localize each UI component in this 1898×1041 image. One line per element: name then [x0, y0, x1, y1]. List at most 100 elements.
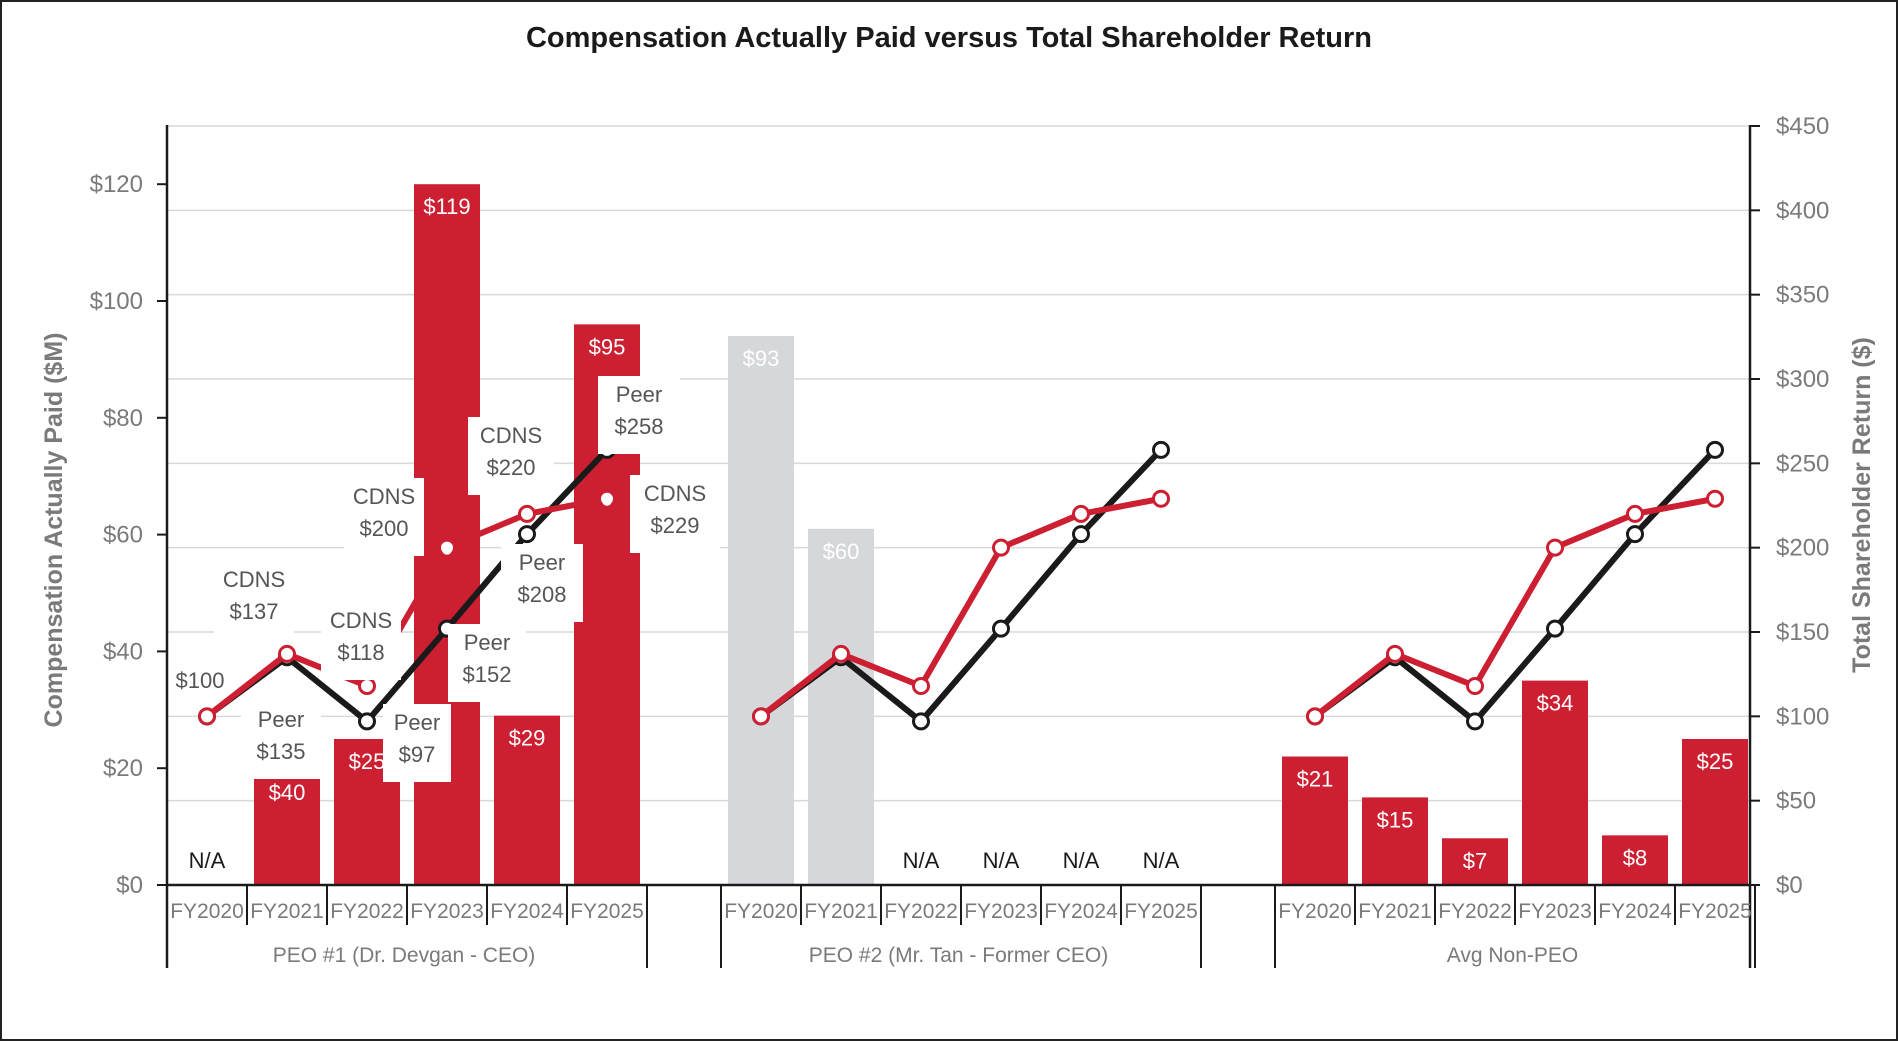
- tsr-line-cdns: [759, 495, 1162, 719]
- annotation-box: [241, 701, 321, 779]
- tsr-point: [1466, 712, 1484, 731]
- tsr-point: [832, 644, 850, 663]
- tsr-point: [358, 676, 376, 695]
- tsr-point: [1546, 538, 1564, 557]
- axes: $0$20$40$60$80$100$120$0$50$100$150$200$…: [90, 113, 1829, 968]
- bar-value-label: $40: [269, 780, 306, 805]
- annotation-box: [630, 475, 720, 553]
- bar: [808, 528, 874, 885]
- tsr-point: [1072, 504, 1090, 523]
- tsr-point: [1152, 440, 1170, 459]
- tsr-point: [1072, 525, 1090, 544]
- annotation-label: $118: [337, 640, 384, 665]
- tsr-point: [1626, 504, 1644, 523]
- tsr-line-cdns: [205, 495, 608, 719]
- tsr-point: [198, 707, 216, 726]
- annotation-label: Peer: [616, 382, 662, 407]
- category-label: FY2025: [1124, 900, 1198, 923]
- annotation-box: [598, 376, 680, 454]
- tsr-line-cdns: [1313, 495, 1716, 719]
- annotation-label: Peer: [464, 630, 510, 655]
- category-label: FY2021: [250, 900, 324, 923]
- category-label: FY2020: [724, 900, 798, 923]
- annotation-box: [321, 602, 401, 680]
- annotation-label: CDNS: [644, 481, 706, 506]
- left-tick-label: $60: [103, 522, 143, 549]
- annotation-label: CDNS: [330, 608, 392, 633]
- left-tick-label: $80: [103, 405, 143, 432]
- tsr-point: [992, 619, 1010, 638]
- bar: [1282, 756, 1348, 885]
- chart-title: Compensation Actually Paid versus Total …: [525, 22, 1372, 54]
- bar-value-label: $60: [823, 539, 860, 564]
- annotation-label: Peer: [394, 710, 440, 735]
- bar-value-label: $15: [1377, 807, 1414, 832]
- category-label: FY2023: [964, 900, 1038, 923]
- tsr-point: [912, 676, 930, 695]
- group-label: Avg Non-PEO: [1447, 944, 1579, 967]
- data-labels: N/A $40 $25 $119 $29 $95 $93 $60 N/A N/A N/A N/A $21…: [189, 194, 1734, 873]
- bar: [1522, 680, 1588, 885]
- annotation-label: $97: [399, 742, 436, 767]
- category-label: FY2025: [570, 900, 644, 923]
- bar-value-label: $119: [423, 194, 470, 219]
- tsr-point: [1626, 525, 1644, 544]
- tsr-point: [992, 538, 1010, 557]
- tsr-point: [518, 525, 536, 544]
- category-label: FY2023: [410, 900, 484, 923]
- na-label: N/A: [983, 848, 1020, 873]
- annotation-box: [214, 561, 294, 639]
- annotation-label: $220: [487, 455, 536, 480]
- annotation-dot: [442, 544, 452, 555]
- bar: [728, 336, 794, 885]
- tsr-lines: [198, 440, 1724, 731]
- right-tick-label: $150: [1776, 619, 1829, 646]
- tsr-point: [1546, 619, 1564, 638]
- annotation-label: $200: [360, 516, 409, 541]
- annotation-label: $208: [518, 582, 567, 607]
- tsr-point: [1386, 644, 1404, 663]
- bar-value-label: $93: [743, 346, 780, 371]
- right-tick-label: $300: [1776, 366, 1829, 393]
- tsr-point: [358, 712, 376, 731]
- annotation-box: [501, 544, 583, 622]
- right-tick-label: $350: [1776, 282, 1829, 309]
- na-label: N/A: [189, 848, 226, 873]
- right-tick-label: $400: [1776, 197, 1829, 224]
- bar: [1362, 797, 1428, 885]
- left-tick-label: $100: [90, 288, 143, 315]
- group-label: PEO #1 (Dr. Devgan - CEO): [273, 944, 536, 967]
- tsr-point: [1706, 440, 1724, 459]
- tsr-line-peer: [1313, 447, 1718, 725]
- left-tick-label: $20: [103, 755, 143, 782]
- bar: [1682, 739, 1748, 885]
- bar: [254, 768, 320, 885]
- na-label: N/A: [1143, 848, 1180, 873]
- tsr-point: [912, 712, 930, 731]
- right-tick-label: $200: [1776, 535, 1829, 562]
- annotation-label: $152: [463, 662, 512, 687]
- category-label: FY2024: [1044, 900, 1118, 923]
- annotation-label: $258: [615, 414, 664, 439]
- annotation-label: CDNS: [480, 423, 542, 448]
- annotation-box: [383, 704, 451, 782]
- category-label: FY2022: [330, 900, 404, 923]
- annotation-box: [468, 417, 554, 495]
- category-label: FY2020: [1278, 900, 1352, 923]
- annotation-box: [344, 478, 424, 556]
- annotation-box: [448, 624, 526, 702]
- bar-value-label: $29: [509, 726, 546, 751]
- y-axis-title-left: Compensation Actually Paid ($M): [40, 333, 68, 728]
- gridlines: [167, 125, 1750, 802]
- annotations: $100 CDNS $137 Peer $135 CDNS $118 Peer $97 CDNS $…: [176, 376, 720, 782]
- right-tick-label: $0: [1776, 872, 1803, 899]
- category-label: FY2022: [884, 900, 958, 923]
- na-label: N/A: [1063, 848, 1100, 873]
- na-label: N/A: [903, 848, 940, 873]
- annotation-label: $100: [176, 668, 225, 693]
- bar-value-label: $25: [1697, 749, 1734, 774]
- bar-value-label: $7: [1463, 848, 1487, 873]
- category-label: FY2021: [1358, 900, 1432, 923]
- bar-value-label: $95: [589, 334, 626, 359]
- bar-value-label: $21: [1297, 767, 1334, 792]
